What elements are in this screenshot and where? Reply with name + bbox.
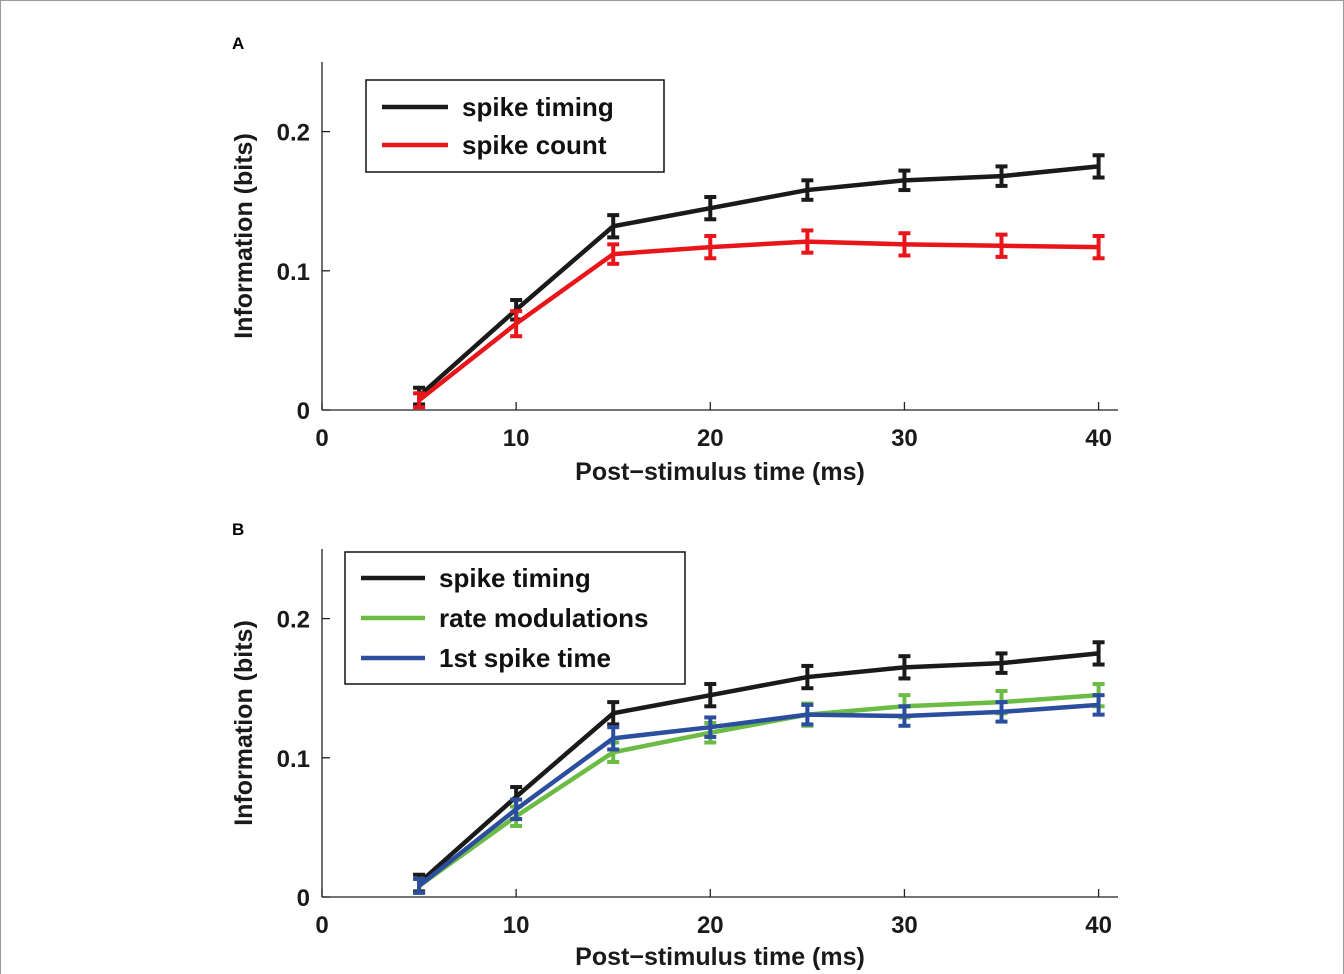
y-axis-label: Information (bits) [230,620,258,826]
panel-label: A [232,34,244,53]
error-bar [1092,234,1105,261]
legend-label: rate modulations [439,603,648,633]
x-tick-label: 10 [503,912,530,939]
legend-label: spike count [462,130,607,160]
y-axis-label: Information (bits) [230,133,258,339]
error-bar [898,168,911,193]
error-bar [1092,693,1105,717]
error-bar [1092,640,1105,667]
x-tick-label: 10 [503,425,530,452]
error-bar [801,663,814,691]
x-axis-label: Post−stimulus time (ms) [575,458,865,486]
error-bar [704,715,717,739]
legend-label: 1st spike time [439,643,611,673]
x-tick-label: 30 [891,912,918,939]
legend-label: spike timing [462,92,614,122]
y-tick-label: 0.1 [277,259,310,286]
legend: spike timing spike count [365,79,665,173]
y-tick-label: 0 [297,398,310,425]
legend-label: spike timing [439,563,591,593]
y-tick-label: 0.1 [277,746,310,773]
error-bar [898,654,911,681]
series-spike-count [413,228,1105,410]
error-bar [413,391,426,410]
chart-panel-a: A 0 10 20 30 40 0 0.1 0.2 Post−stimulus time (ms)… [230,34,1118,486]
error-bar [413,876,426,895]
chart-panel-b: B 0 10 20 30 40 0 0.1 0.2 Post−stimulus time (ms)… [230,520,1118,971]
x-tick-label: 40 [1085,912,1112,939]
x-tick-label: 0 [315,912,328,939]
error-bar [607,242,620,266]
series-line [417,239,1099,403]
legend: spike timing rate modulations 1st spike ti… [344,551,686,685]
error-bar [995,164,1008,188]
x-tick-label: 20 [697,425,724,452]
y-tick-label: 0 [297,885,310,912]
error-bar [510,309,523,339]
error-bar [1092,153,1105,180]
y-tick-label: 0.2 [277,120,310,147]
y-tick-label: 0.2 [277,607,310,634]
x-tick-label: 30 [891,425,918,452]
error-bar [898,231,911,258]
error-bar [607,213,620,240]
series-1st-spike-time [413,693,1105,895]
x-tick-label: 20 [697,912,724,939]
error-bar [704,682,717,709]
error-bar [704,234,717,261]
error-bar [801,228,814,255]
error-bar [995,700,1008,724]
error-bar [801,702,814,727]
series-spike-timing [413,640,1105,894]
error-bar [801,178,814,202]
series-line [417,651,1099,885]
legend-box [365,79,665,173]
error-bar [995,232,1008,259]
series-line [417,702,1099,888]
x-tick-label: 0 [315,425,328,452]
x-axis-label: Post−stimulus time (ms) [575,943,865,971]
error-bar [704,195,717,222]
error-bar [898,704,911,728]
series-line [417,692,1099,888]
error-bar [995,651,1008,675]
series-line [417,164,1099,398]
panel-label: B [232,520,244,539]
error-bar [607,700,620,727]
series-spike-timing [413,153,1105,407]
error-bar [510,797,523,822]
x-tick-label: 40 [1085,425,1112,452]
error-bar [607,725,620,752]
